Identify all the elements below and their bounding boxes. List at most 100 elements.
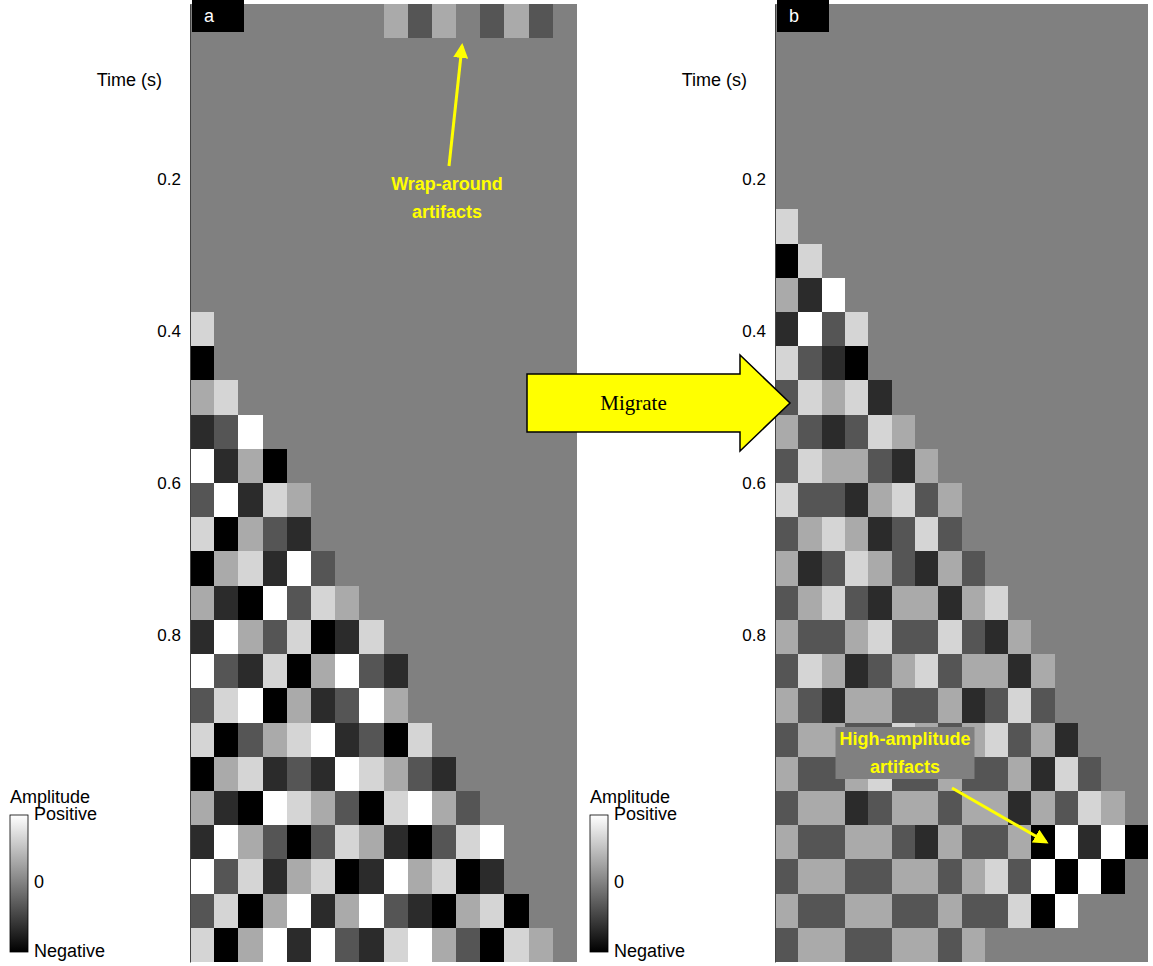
heatmap-cell: [938, 312, 962, 347]
heatmap-cell: [1078, 859, 1102, 894]
annotation-patch: [387, 172, 507, 224]
heatmap-cell: [798, 415, 822, 450]
heatmap-cell: [775, 517, 799, 552]
heatmap-cell: [775, 278, 799, 313]
heatmap-cell: [915, 859, 939, 894]
heatmap-cell: [915, 688, 939, 723]
heatmap-cell: [335, 38, 360, 73]
heatmap-cell: [868, 688, 892, 723]
heatmap-cell: [529, 141, 554, 176]
heatmap-cell: [263, 209, 288, 244]
heatmap-cell: [868, 346, 892, 381]
heatmap-cell: [1008, 278, 1032, 313]
heatmap-cell: [962, 38, 986, 73]
heatmap-cell: [238, 483, 263, 518]
heatmap-cell: [845, 175, 869, 210]
heatmap-cell: [938, 791, 962, 826]
heatmap-cell: [915, 72, 939, 107]
heatmap-cell: [432, 791, 457, 826]
heatmap-cell: [359, 141, 384, 176]
heatmap-cell: [962, 380, 986, 415]
heatmap-cell: [287, 4, 312, 39]
heatmap-cell: [1101, 278, 1125, 313]
heatmap-cell: [1125, 928, 1148, 962]
heatmap-cell: [384, 483, 409, 518]
heatmap-cell: [504, 175, 529, 210]
heatmap-cell: [892, 72, 916, 107]
heatmap-cell: [311, 791, 336, 826]
heatmap-cell: [553, 107, 577, 142]
heatmap-cell: [263, 449, 288, 484]
heatmap-cell: [529, 244, 554, 279]
heatmap-cell: [335, 4, 360, 39]
heatmap-cell: [238, 72, 263, 107]
heatmap-cell: [529, 483, 554, 518]
heatmap-cell: [775, 415, 799, 450]
heatmap-cell: [456, 380, 481, 415]
y-axis: 0.20.40.60.8: [157, 5, 190, 963]
heatmap-cell: [775, 107, 799, 142]
heatmap-cell: [190, 278, 215, 313]
heatmap-cell: [480, 415, 505, 450]
heatmap-cell: [480, 483, 505, 518]
heatmap-cell: [214, 859, 239, 894]
heatmap-cell: [214, 791, 239, 826]
y-tick: 0.6: [157, 474, 190, 493]
y-axis: 0.20.40.60.8: [742, 5, 775, 963]
heatmap-cell: [359, 517, 384, 552]
heatmap-cell: [529, 825, 554, 860]
heatmap-cell: [432, 859, 457, 894]
heatmap-cell: [311, 72, 336, 107]
heatmap-cell: [822, 107, 846, 142]
heatmap-cell: [1008, 141, 1032, 176]
panel-letter: a: [204, 6, 215, 26]
heatmap-cell: [238, 928, 263, 962]
heatmap-cell: [1031, 312, 1055, 347]
heatmap-cell: [287, 346, 312, 381]
heatmap-cell: [529, 859, 554, 894]
plot-background: [775, 4, 1148, 962]
heatmap-cell: [432, 72, 457, 107]
heatmap-cell: [238, 654, 263, 689]
heatmap-cell: [432, 723, 457, 758]
heatmap-cell: [287, 723, 312, 758]
y-tick-label: 0.4: [742, 322, 766, 341]
heatmap-cell: [798, 449, 822, 484]
heatmap-cell: [480, 894, 505, 929]
heatmap-cell: [938, 415, 962, 450]
heatmap-cell: [311, 107, 336, 142]
heatmap-cell: [1055, 859, 1079, 894]
heatmap-cell: [480, 244, 505, 279]
heatmap-cell: [915, 346, 939, 381]
heatmap-cell: [822, 894, 846, 929]
heatmap-cell: [432, 244, 457, 279]
heatmap-cell: [190, 586, 215, 621]
heatmap-cell: [335, 757, 360, 792]
heatmap-cell: [214, 380, 239, 415]
heatmap-cell: [775, 209, 799, 244]
heatmap-cell: [311, 312, 336, 347]
heatmap-cell: [480, 859, 505, 894]
heatmap-cell: [1031, 380, 1055, 415]
heatmap-cell: [845, 72, 869, 107]
heatmap-cell: [335, 72, 360, 107]
heatmap-cell: [938, 380, 962, 415]
heatmap-cell: [845, 415, 869, 450]
heatmap-cell: [359, 859, 384, 894]
heatmap-cell: [238, 244, 263, 279]
heatmap-cell: [287, 757, 312, 792]
heatmap-cell: [1125, 791, 1148, 826]
heatmap-cell: [311, 278, 336, 313]
heatmap-cell: [868, 928, 892, 962]
heatmap-cell: [985, 928, 1009, 962]
heatmap-cell: [504, 928, 529, 962]
heatmap-cell: [845, 825, 869, 860]
heatmap-cell: [1101, 859, 1125, 894]
heatmap-cell: [938, 654, 962, 689]
heatmap-cell: [1125, 312, 1148, 347]
heatmap-cell: [1055, 141, 1079, 176]
heatmap-cell: [384, 141, 409, 176]
heatmap-cell: [480, 825, 505, 860]
heatmap-cell: [892, 551, 916, 586]
heatmap-cell: [335, 928, 360, 962]
